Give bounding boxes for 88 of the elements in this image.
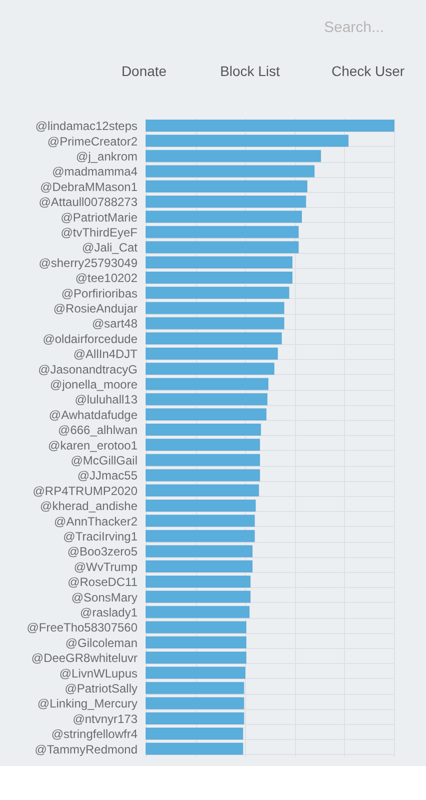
bar: [146, 226, 299, 238]
y-tick-label: @TammyRedmond: [34, 742, 138, 756]
y-tick-label: @Attaull00788273: [38, 195, 138, 210]
bar: [146, 302, 284, 314]
y-tick-label: @LivnWLupus: [59, 666, 138, 680]
y-tick-label: @Awhatdafudge: [48, 408, 138, 422]
bar: [146, 195, 306, 208]
y-tick-label: @FreeTho58307560: [26, 620, 138, 635]
y-tick-label: @raslady1: [80, 605, 138, 620]
bar: [146, 241, 299, 254]
text: Check User: [331, 63, 405, 79]
y-tick-label: @madmamma4: [52, 164, 138, 179]
bar: [146, 408, 267, 421]
bar: [146, 317, 284, 330]
bar: [146, 150, 322, 162]
y-tick-label: @McGillGail: [70, 453, 138, 468]
bar: [146, 378, 269, 390]
y-tick-label: @Boo3zero5: [67, 544, 138, 559]
bar: [146, 697, 244, 710]
y-tick-label: @AnnThacker2: [54, 514, 138, 528]
y-tick-label: @Gilcoleman: [65, 636, 138, 650]
y-tick-label: @oldairforcedude: [42, 332, 138, 346]
bar: [146, 454, 260, 466]
y-tick-label: @SonsMary: [71, 590, 138, 604]
bar: [146, 621, 246, 634]
bar: [146, 727, 244, 740]
y-tick-label: @sherry25793049: [38, 256, 138, 270]
y-tick-label: @luluhall13: [74, 392, 138, 407]
y-tick-label: @RoseDC11: [68, 575, 138, 590]
bar: [146, 210, 302, 223]
bar: [146, 469, 260, 482]
text: Search...: [324, 19, 384, 36]
y-tick-label: @PrimeCreator2: [47, 134, 138, 148]
bar: [146, 484, 260, 497]
y-tick-label: @JasonandtracyG: [38, 362, 138, 376]
bar: [146, 712, 244, 725]
y-tick-label: @Porfirioribas: [61, 286, 138, 300]
bar: [146, 362, 274, 375]
bar: [146, 393, 268, 406]
bar: [146, 499, 256, 512]
y-tick-label: @jonella_moore: [50, 377, 138, 392]
bar: [146, 651, 246, 664]
bar: [146, 560, 253, 573]
y-tick-label: @tvThirdEyeF: [60, 225, 138, 240]
y-tick-label: @PatriotMarie: [60, 210, 138, 224]
text: Donate: [121, 63, 167, 79]
bar: [146, 590, 251, 603]
bar: [146, 347, 278, 360]
y-tick-label: @AllIn4DJT: [73, 347, 138, 362]
bar: [146, 256, 293, 269]
bar: [146, 636, 246, 649]
y-tick-label: @TraciIrving1: [63, 529, 138, 544]
y-tick-label: @RosieAndujar: [53, 301, 138, 316]
y-tick-label: @ntvnyr173: [72, 712, 138, 726]
bar: [146, 682, 244, 694]
y-tick-label: @karen_erotoo1: [48, 438, 138, 452]
y-tick-label: @lindamac12steps: [35, 119, 138, 134]
text: Block List: [220, 63, 280, 79]
y-tick-label: @JJmac55: [77, 468, 138, 483]
y-tick-label: @kherad_andishe: [40, 499, 138, 514]
bar: [146, 423, 262, 436]
bar: [146, 438, 260, 451]
bar: [146, 742, 244, 755]
bar: [146, 119, 394, 132]
y-tick-label: @PatriotSally: [64, 681, 138, 696]
bar: [146, 575, 251, 588]
y-tick-label: @stringfellowfr4: [51, 727, 138, 742]
bar: [146, 286, 290, 299]
bar: [146, 545, 253, 558]
y-tick-label: @Jali_Cat: [82, 240, 138, 255]
bar: [146, 134, 349, 147]
bar: [146, 530, 255, 542]
bar: [146, 165, 315, 178]
y-tick-label: @tee10202: [75, 271, 138, 286]
bar: [146, 271, 293, 284]
y-tick-label: @DebraMMason1: [40, 180, 138, 194]
bar: [146, 606, 250, 618]
y-tick-label: @sart48: [92, 316, 138, 331]
y-tick-label: @DeeGR8whiteluvr: [31, 651, 138, 666]
y-tick-label: @666_alhlwan: [58, 423, 138, 438]
y-tick-label: @RP4TRUMP2020: [32, 484, 138, 498]
bar: [146, 666, 246, 679]
bar: [146, 514, 255, 527]
bar: [146, 332, 282, 345]
y-tick-label: @WvTrump: [74, 560, 138, 574]
y-tick-label: @j_ankrom: [76, 150, 138, 164]
y-tick-label: @Linking_Mercury: [37, 696, 138, 711]
bar: [146, 180, 308, 193]
